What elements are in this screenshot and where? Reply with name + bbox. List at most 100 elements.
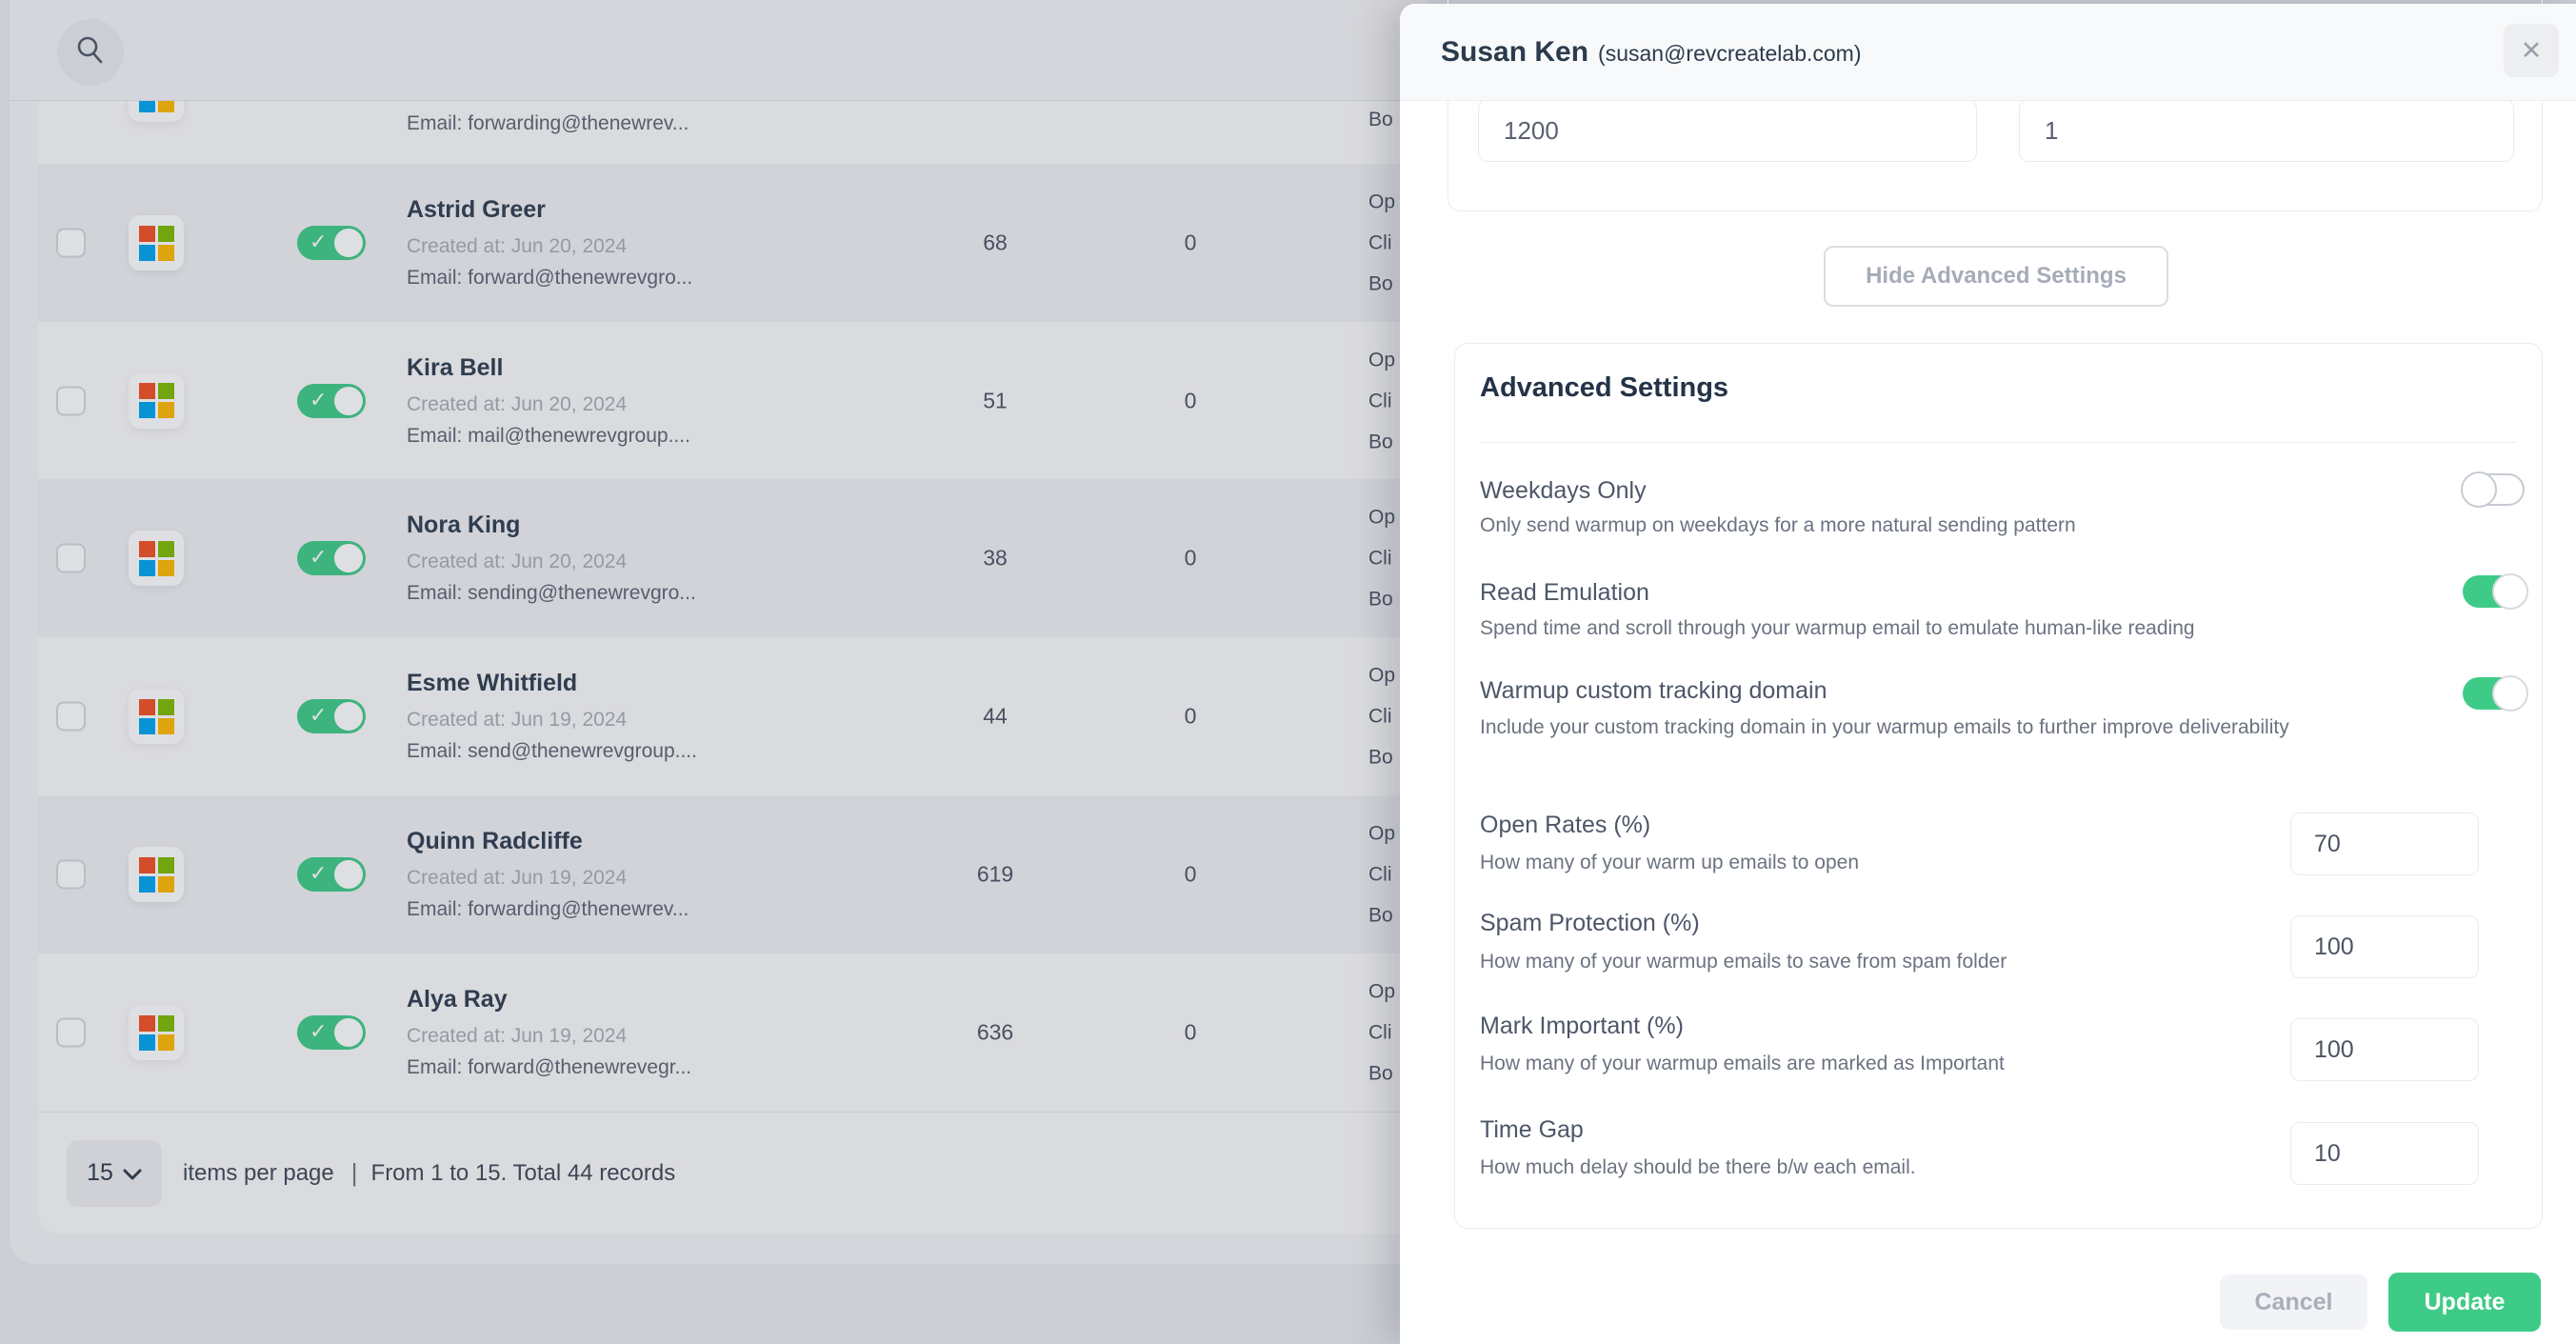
table-row[interactable]: ✓ Astrid Greer Created at: Jun 20, 2024 … xyxy=(38,164,1428,322)
table-row[interactable]: ✓ Alya Ray Created at: Jun 19, 2024 Emai… xyxy=(38,953,1428,1112)
warmup-enabled-toggle[interactable]: ✓ xyxy=(297,541,366,575)
modal-title: Susan Ken (susan@revcreatelab.com) xyxy=(1441,36,1862,69)
modal-header: Susan Ken (susan@revcreatelab.com) ✕ xyxy=(1400,4,2576,101)
page-size-select[interactable]: 15 xyxy=(67,1139,162,1207)
pagination-range: From 1 to 15. Total 44 records xyxy=(370,1159,676,1186)
accounts-table: Email: forwarding@thenewrev... Bo ✓ Astr… xyxy=(38,101,1428,1234)
weekdays-only-label: Weekdays Only xyxy=(1480,477,1647,504)
read-emulation-toggle[interactable] xyxy=(2463,573,2528,610)
account-created-at: Created at: Jun 19, 2024 xyxy=(407,867,628,889)
sent-count: 38 xyxy=(983,545,1008,571)
check-icon: ✓ xyxy=(310,387,328,411)
microsoft-icon xyxy=(129,101,184,122)
bounce-count: 0 xyxy=(1184,388,1197,412)
account-email: Email: forward@thenewrevgro... xyxy=(407,267,693,289)
update-button[interactable]: Update xyxy=(2388,1273,2541,1332)
spam-protection-description: How many of your warmup emails to save f… xyxy=(1480,951,2007,973)
bounce-count: 0 xyxy=(1184,545,1197,571)
sent-count: 68 xyxy=(983,230,1008,255)
check-icon: ✓ xyxy=(310,230,328,254)
weekdays-only-toggle[interactable] xyxy=(2461,471,2525,508)
account-email: Email: forward@thenewrevegr... xyxy=(407,1056,692,1078)
time-gap-input[interactable] xyxy=(2290,1122,2479,1185)
read-emulation-description: Spend time and scroll through your warmu… xyxy=(1480,617,2195,639)
account-name: Quinn Radcliffe xyxy=(407,828,583,854)
cancel-button[interactable]: Cancel xyxy=(2220,1274,2367,1330)
warmup-increment-input[interactable] xyxy=(2019,99,2514,162)
account-created-at: Created at: Jun 20, 2024 xyxy=(407,235,628,257)
table-row[interactable]: ✓ Quinn Radcliffe Created at: Jun 19, 20… xyxy=(38,795,1428,953)
divider xyxy=(1480,442,2517,443)
warmup-enabled-toggle[interactable]: ✓ xyxy=(297,699,366,733)
microsoft-icon xyxy=(129,847,184,902)
warmup-settings-modal: Susan Ken (susan@revcreatelab.com) ✕ Hide… xyxy=(1400,0,2576,1344)
account-name: Kira Bell xyxy=(407,353,504,381)
sent-count: 44 xyxy=(983,703,1008,729)
bounce-count: 0 xyxy=(1184,861,1197,887)
account-stats: Op Cli Bo xyxy=(1368,822,1396,927)
close-icon: ✕ xyxy=(2520,35,2543,65)
account-stats: Op Cli Bo xyxy=(1368,980,1396,1085)
row-checkbox[interactable] xyxy=(56,543,86,573)
check-icon: ✓ xyxy=(310,1019,328,1044)
warmup-enabled-toggle[interactable]: ✓ xyxy=(297,1015,366,1050)
account-email: Email: mail@thenewrevgroup.... xyxy=(407,424,690,447)
account-stats: Op Cli Bo xyxy=(1368,506,1396,611)
microsoft-icon xyxy=(129,215,184,271)
warmup-enabled-toggle[interactable]: ✓ xyxy=(297,226,366,260)
table-row[interactable]: ✓ Esme Whitfield Created at: Jun 19, 202… xyxy=(38,637,1428,795)
warmup-limits-card xyxy=(1448,0,2543,211)
read-emulation-label: Read Emulation xyxy=(1480,579,1649,606)
warmup-limit-input[interactable] xyxy=(1478,99,1977,162)
spam-protection-label: Spam Protection (%) xyxy=(1480,910,1700,936)
account-email: Email: forwarding@thenewrev... xyxy=(407,898,689,920)
spam-protection-input[interactable] xyxy=(2290,915,2479,978)
row-checkbox[interactable] xyxy=(56,1017,86,1048)
account-created-at: Created at: Jun 19, 2024 xyxy=(407,709,628,731)
account-created-at: Created at: Jun 19, 2024 xyxy=(407,1025,628,1047)
row-checkbox[interactable] xyxy=(56,859,86,890)
warmup-enabled-toggle[interactable]: ✓ xyxy=(297,857,366,892)
account-name: Esme Whitfield xyxy=(407,670,578,696)
open-rates-input[interactable] xyxy=(2290,812,2479,875)
hide-advanced-settings-button[interactable]: Hide Advanced Settings xyxy=(1824,246,2168,307)
table-row-partial[interactable]: Email: forwarding@thenewrev... Bo xyxy=(38,101,1428,164)
table-row[interactable]: ✓ Kira Bell Created at: Jun 20, 2024 Ema… xyxy=(38,322,1428,479)
account-created-at: Created at: Jun 20, 2024 xyxy=(407,392,628,415)
page-size-value: 15 xyxy=(87,1159,113,1186)
table-row[interactable]: ✓ Nora King Created at: Jun 20, 2024 Ema… xyxy=(38,479,1428,637)
advanced-settings-heading: Advanced Settings xyxy=(1480,372,1729,403)
account-created-at: Created at: Jun 20, 2024 xyxy=(407,551,628,572)
pagination-bar: 15 items per page | From 1 to 15. Total … xyxy=(38,1112,1428,1234)
row-checkbox[interactable] xyxy=(56,386,86,415)
open-rates-label: Open Rates (%) xyxy=(1480,812,1651,838)
search-button[interactable] xyxy=(57,19,124,86)
bounce-count: 0 xyxy=(1184,1019,1197,1045)
account-stats: Op Cli Bo xyxy=(1368,349,1396,452)
check-icon: ✓ xyxy=(310,545,328,570)
custom-tracking-domain-label: Warmup custom tracking domain xyxy=(1480,677,1827,704)
account-email: Email: send@thenewrevgroup.... xyxy=(407,740,697,762)
microsoft-icon xyxy=(129,531,184,586)
pagination-separator: | xyxy=(350,1158,358,1187)
mark-important-description: How many of your warmup emails are marke… xyxy=(1480,1053,2005,1074)
check-icon: ✓ xyxy=(310,861,328,886)
row-checkbox[interactable] xyxy=(56,701,86,732)
custom-tracking-domain-toggle[interactable] xyxy=(2463,675,2528,712)
sent-count: 51 xyxy=(983,388,1008,412)
advanced-settings-card: Advanced Settings Weekdays Only Only sen… xyxy=(1454,343,2543,1229)
close-button[interactable]: ✕ xyxy=(2504,24,2559,77)
row-checkbox[interactable] xyxy=(56,228,86,258)
warmup-enabled-toggle[interactable]: ✓ xyxy=(297,383,366,418)
account-name: Astrid Greer xyxy=(407,196,546,223)
mark-important-input[interactable] xyxy=(2290,1018,2479,1081)
chevron-down-icon xyxy=(123,1159,142,1187)
items-per-page-label: items per page xyxy=(183,1159,334,1186)
search-icon xyxy=(74,34,107,71)
time-gap-description: How much delay should be there b/w each … xyxy=(1480,1156,1916,1178)
account-name: Nora King xyxy=(407,512,521,538)
app-header xyxy=(10,0,1428,101)
account-stats: Op Cli Bo xyxy=(1368,191,1396,295)
check-icon: ✓ xyxy=(310,703,328,728)
